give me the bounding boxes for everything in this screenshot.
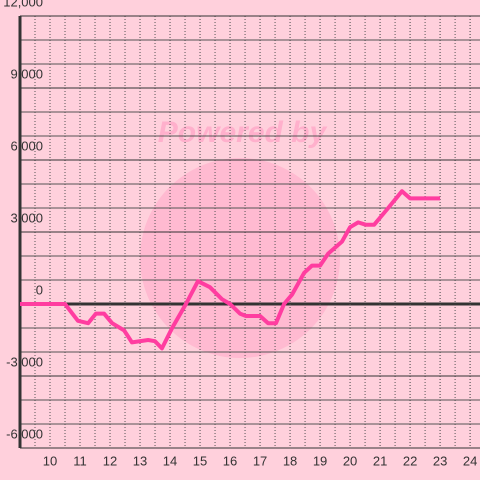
y-tick-label: 9,000 bbox=[10, 66, 43, 81]
plot bbox=[20, 189, 441, 351]
watermark: Powered by bbox=[158, 116, 328, 149]
x-tick-label: 21 bbox=[373, 453, 387, 468]
x-tick-label: 20 bbox=[343, 453, 357, 468]
x-tick-label: 18 bbox=[283, 453, 297, 468]
x-tick-label: 19 bbox=[313, 453, 327, 468]
x-tick-label: 22 bbox=[403, 453, 417, 468]
x-tick-label: 11 bbox=[73, 453, 87, 468]
x-tick-label: 17 bbox=[253, 453, 267, 468]
x-tick-label: 23 bbox=[433, 453, 447, 468]
x-tick-label: 10 bbox=[43, 453, 57, 468]
x-tick-label: 15 bbox=[193, 453, 207, 468]
line-series bbox=[20, 189, 441, 351]
x-tick-label: 12 bbox=[103, 453, 117, 468]
y-tick-label: -3,000 bbox=[6, 354, 43, 369]
y-tick-label: -6,000 bbox=[6, 426, 43, 441]
x-tick-label: 14 bbox=[163, 453, 177, 468]
y-tick-label: 6,000 bbox=[10, 138, 43, 153]
y-tick-label: 3,000 bbox=[10, 210, 43, 225]
y-tick-label: 0 bbox=[36, 282, 43, 297]
x-tick-label: 16 bbox=[223, 453, 237, 468]
x-tick-label: 24 bbox=[463, 453, 477, 468]
x-tick-label: 13 bbox=[133, 453, 147, 468]
y-tick-label: 12,000 bbox=[3, 0, 43, 9]
grid bbox=[18, 15, 480, 449]
